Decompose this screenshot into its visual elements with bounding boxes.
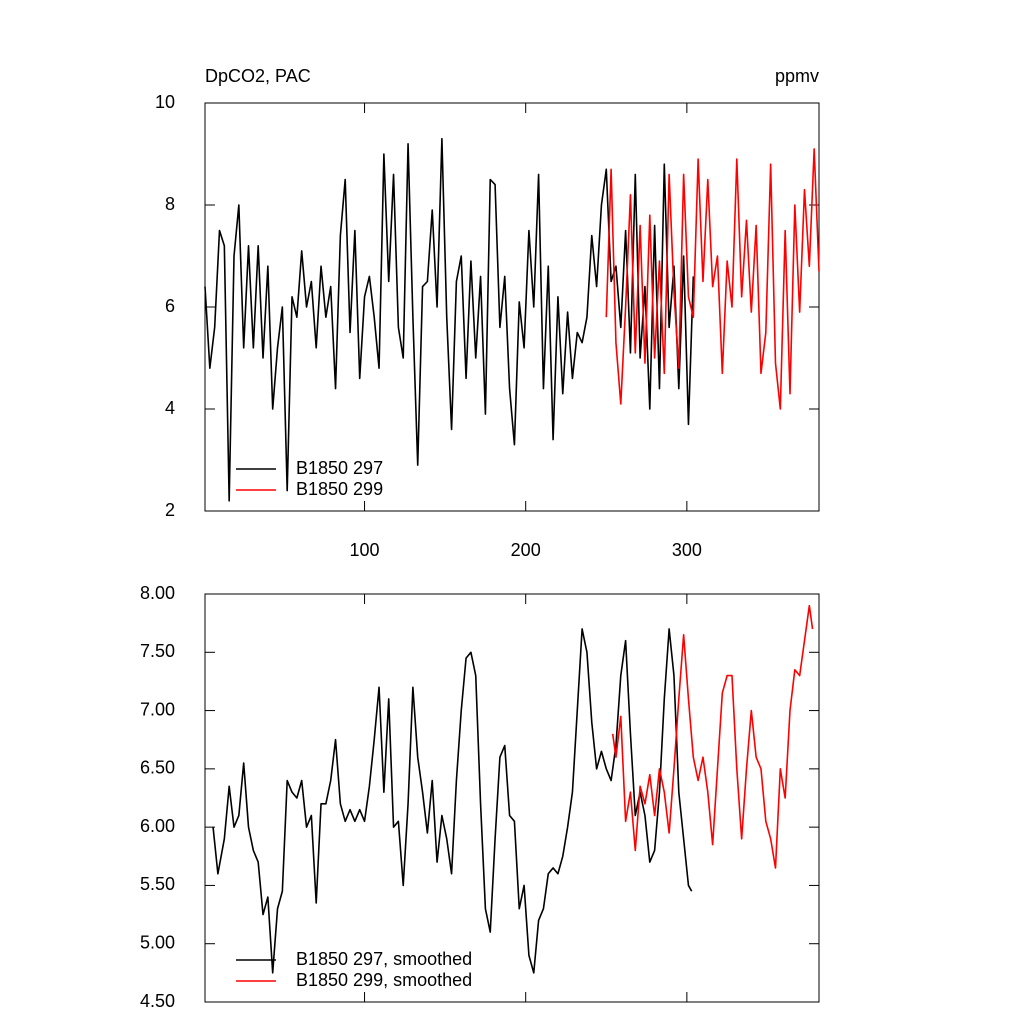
x-tick-label: 300 [672,540,702,560]
plot-frame [204,593,820,1003]
units-label: ppmv [775,66,819,86]
y-tick-label: 4 [165,398,175,418]
data-line [212,628,693,974]
data-line [204,137,695,502]
legend-label: B1850 299, smoothed [296,970,472,990]
y-tick-label: 7.50 [140,641,175,661]
data-line [611,604,814,869]
y-tick-label: 2 [165,500,175,520]
y-tick-label: 10 [155,92,175,112]
y-tick-label: 4.50 [140,991,175,1011]
legend-label: B1850 297 [296,458,383,478]
y-tick-label: 7.00 [140,699,175,719]
legend-label: B1850 297, smoothed [296,949,472,969]
x-tick-label: 200 [511,540,541,560]
y-tick-label: 5.50 [140,874,175,894]
y-tick-label: 8.00 [140,583,175,603]
y-tick-label: 6 [165,296,175,316]
y-tick-label: 6.00 [140,816,175,836]
y-tick-label: 5.00 [140,932,175,952]
y-tick-label: 6.50 [140,758,175,778]
legend-label: B1850 299 [296,479,383,499]
data-line [605,148,820,410]
y-tick-label: 8 [165,194,175,214]
x-tick-label: 100 [350,540,380,560]
chart-title: DpCO2, PAC [205,66,311,86]
